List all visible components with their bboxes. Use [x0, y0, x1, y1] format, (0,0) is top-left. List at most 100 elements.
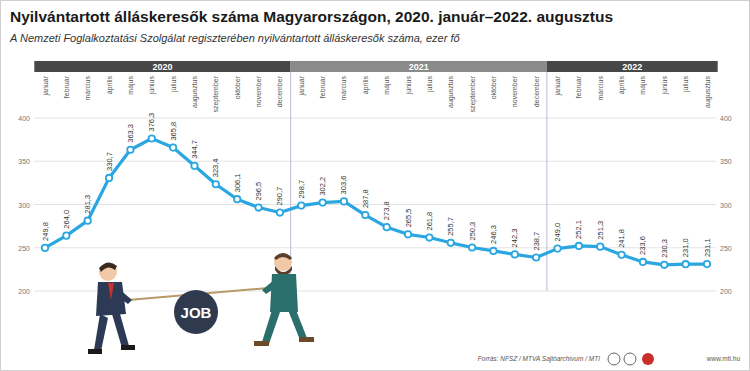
marker [106, 175, 112, 181]
x-tick-label: február [63, 75, 70, 98]
marker [298, 202, 304, 208]
x-tick-label: június [148, 76, 156, 96]
y-tick-label: 300 [18, 202, 30, 209]
data-label: 231,0 [681, 238, 690, 257]
x-tick-label: december [276, 75, 283, 107]
body [270, 274, 298, 312]
grid-line [34, 247, 716, 248]
x-tick-label: augusztus [447, 76, 455, 108]
x-tick-label: február [319, 75, 326, 98]
grid-line [34, 204, 716, 205]
y2-tick-label: 250 [720, 245, 732, 252]
marker [469, 244, 475, 250]
shoe [299, 337, 314, 342]
leg [112, 314, 129, 348]
marker [383, 224, 389, 230]
x-tick-label: augusztus [704, 76, 712, 108]
shoe [88, 349, 102, 354]
year-label: 2022 [622, 62, 642, 72]
data-label: 264,0 [62, 210, 71, 229]
marker [618, 252, 624, 258]
data-label: 273,8 [382, 201, 391, 220]
y2-tick-label: 350 [720, 158, 732, 165]
head [99, 263, 117, 281]
year-band [291, 61, 547, 72]
line [45, 139, 707, 265]
data-label: 233,6 [638, 236, 647, 255]
data-label: 252,1 [574, 220, 583, 239]
leg [262, 310, 280, 344]
x-tick-label: március [340, 76, 347, 101]
x-tick-label: december [533, 75, 540, 107]
logo [624, 353, 636, 365]
marker [490, 248, 496, 254]
year-label: 2020 [152, 62, 172, 72]
data-label: 363,3 [126, 124, 135, 143]
job-text: JOB [181, 304, 212, 321]
y2-tick-label: 200 [720, 288, 732, 295]
marker [576, 243, 582, 249]
data-label: 323,4 [211, 158, 220, 177]
leg [288, 310, 307, 340]
data-label: 249,8 [41, 222, 50, 241]
data-label: 231,1 [703, 238, 712, 257]
marker [127, 147, 133, 153]
x-tick-label: augusztus [191, 76, 199, 108]
x-tick-label: július [426, 76, 434, 93]
shoe [254, 341, 269, 346]
marker [661, 262, 667, 268]
marker [597, 243, 603, 249]
marker [42, 245, 48, 251]
data-label: 344,7 [190, 140, 199, 159]
x-tick-label: október [234, 75, 241, 99]
subtitle: A Nemzeti Foglalkoztatási Szolgálat regi… [9, 32, 460, 44]
year-separator [546, 72, 547, 291]
marker [63, 232, 69, 238]
frame [1, 1, 750, 371]
tie [108, 283, 114, 300]
marker [512, 251, 518, 257]
grid-line [34, 161, 716, 162]
x-tick-label: március [84, 76, 91, 101]
hair [274, 253, 292, 260]
marker [704, 261, 710, 267]
x-tick-label: június [405, 76, 413, 96]
data-label: 265,5 [404, 209, 413, 228]
x-tick-label: március [597, 76, 604, 101]
grid-line [34, 291, 716, 292]
marker [341, 198, 347, 204]
x-tick-label: július [170, 76, 178, 93]
source: Forrás: NFSZ / MTVA Sajtóarchívum / MTI [478, 355, 600, 363]
y-tick-label: 400 [18, 115, 30, 122]
x-tick-label: április [618, 76, 626, 95]
data-label: 246,3 [489, 225, 498, 244]
data-label: 302,2 [318, 177, 327, 196]
hair [99, 262, 117, 272]
marker [640, 259, 646, 265]
x-tick-label: május [383, 76, 391, 95]
marker [405, 231, 411, 237]
grid-line [34, 118, 716, 119]
x-tick-label: október [490, 75, 497, 99]
marker [277, 209, 283, 215]
x-tick-label: június [661, 76, 669, 96]
data-label: 330,7 [105, 152, 114, 171]
logo [642, 353, 654, 365]
data-label: 376,3 [147, 113, 156, 132]
marker [682, 261, 688, 267]
data-label: 287,8 [361, 189, 370, 208]
marker [255, 204, 261, 210]
arm [114, 288, 132, 304]
marker [191, 163, 197, 169]
marker [362, 212, 368, 218]
y-tick-label: 250 [18, 245, 30, 252]
marker [426, 234, 432, 240]
x-tick-label: november [511, 75, 518, 107]
x-tick-label: szeptember [469, 75, 477, 112]
marker [149, 135, 155, 141]
x-tick-label: szeptember [212, 75, 220, 112]
x-tick-label: április [362, 76, 370, 95]
job-ball [174, 290, 218, 334]
logo [608, 353, 620, 365]
title: Nyilvántartott álláskeresők száma Magyar… [10, 8, 613, 25]
